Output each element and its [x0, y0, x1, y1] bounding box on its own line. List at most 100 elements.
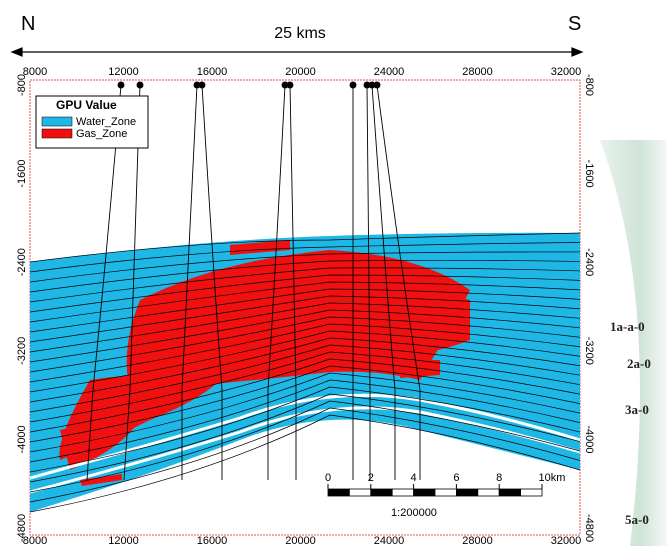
well-path	[366, 84, 371, 480]
layer-lines	[30, 232, 580, 513]
scale-segment	[327, 488, 350, 497]
layer-line	[30, 232, 580, 263]
y-tick-label-left: -4000	[16, 425, 28, 453]
section	[30, 81, 580, 513]
legend-item: Water_Zone	[76, 116, 136, 128]
scale-tick-label: 10km	[539, 472, 566, 484]
scale-tick-label: 6	[453, 472, 459, 484]
y-tick-label-right: -3200	[583, 337, 595, 365]
layer-line	[30, 251, 580, 283]
scale-segment	[434, 488, 457, 497]
layer-line	[30, 316, 580, 373]
distance-arrow	[10, 47, 584, 57]
layer-line	[30, 323, 580, 383]
x-tick-label-top: 20000	[285, 66, 316, 78]
layer-line	[30, 386, 580, 473]
x-tick-label-top: 8000	[23, 66, 47, 78]
layer-line	[30, 351, 580, 423]
well-head	[286, 81, 294, 89]
scale-segment	[455, 488, 479, 497]
layer-line	[30, 242, 580, 273]
well-head	[198, 81, 206, 89]
scale-segment	[498, 488, 522, 497]
legend: GPU Value Water_Zone Gas_Zone	[35, 95, 149, 149]
layer-line	[30, 302, 580, 353]
scale-tick-label: 4	[411, 472, 417, 484]
scale-ratio: 1:200000	[391, 507, 437, 519]
x-tick-label-top: 24000	[374, 66, 405, 78]
well-path	[371, 84, 396, 480]
scale-segment	[391, 488, 415, 497]
y-tick-label-left: -2400	[16, 248, 28, 276]
side-label: 3a-0	[625, 402, 649, 417]
legend-title: GPU Value	[56, 98, 117, 112]
x-tick-label-bottom: 8000	[23, 535, 47, 546]
y-tick-label-right: -2400	[583, 248, 595, 276]
axis-ticks: 8000800012000120001600016000200002000024…	[16, 66, 595, 546]
layer-line	[30, 379, 580, 463]
legend-swatch	[41, 116, 73, 127]
scale-tick-label: 2	[368, 472, 374, 484]
layer-line	[30, 267, 580, 303]
layer-line	[30, 330, 580, 393]
scale-segment	[413, 488, 436, 497]
north-label: N	[21, 13, 35, 35]
well-head	[136, 81, 144, 89]
well-path	[289, 84, 297, 480]
x-tick-label-top: 16000	[197, 66, 228, 78]
y-tick-label-right: -4000	[583, 425, 595, 453]
layer-line	[30, 358, 580, 433]
scale-tick-label: 0	[325, 472, 331, 484]
x-tick-label-bottom: 20000	[285, 535, 316, 546]
layer-line	[30, 400, 580, 493]
y-tick-label-right: -4800	[583, 514, 595, 542]
y-tick-label-right: -800	[583, 74, 595, 96]
side-label: 1a-a-0	[610, 319, 645, 334]
layer-line	[30, 365, 580, 443]
layer-line	[30, 288, 580, 333]
side-labels: 1a-a-0 2a-0 3a-0 5a-0	[610, 319, 651, 527]
well-path	[267, 84, 286, 480]
layer-line	[30, 337, 580, 403]
south-label: S	[568, 13, 581, 35]
y-tick-label-right: -1600	[583, 160, 595, 188]
x-tick-label-bottom: 32000	[551, 535, 582, 546]
background-shape	[600, 140, 667, 546]
layer-line	[30, 393, 580, 483]
layer-line	[30, 295, 580, 343]
layer-line	[30, 281, 580, 323]
layer-line	[30, 407, 580, 503]
scale-bar: 0 2 4 6 8 10km	[325, 472, 566, 497]
well-head	[373, 81, 381, 89]
legend-item: Gas_Zone	[76, 128, 127, 140]
x-tick-label-bottom: 12000	[108, 535, 139, 546]
y-tick-label-left: -3200	[16, 337, 28, 365]
y-tick-label-left: -1600	[16, 160, 28, 188]
well-head	[349, 81, 357, 89]
scale-segment	[520, 488, 543, 497]
well-path	[181, 84, 198, 480]
side-label: 5a-0	[625, 512, 649, 527]
layer-line	[30, 274, 580, 313]
scale-tick-label: 8	[496, 472, 502, 484]
x-tick-label-top: 12000	[108, 66, 139, 78]
x-tick-label-bottom: 16000	[197, 535, 228, 546]
well-path	[376, 84, 421, 480]
layer-line	[30, 309, 580, 363]
well-head	[117, 81, 125, 89]
x-tick-label-bottom: 28000	[462, 535, 493, 546]
legend-swatch	[41, 128, 73, 139]
layer-line	[30, 344, 580, 413]
scale-segment	[348, 488, 372, 497]
layer-line	[30, 259, 580, 293]
y-tick-label-left: -4800	[16, 514, 28, 542]
y-tick-label-left: -800	[16, 74, 28, 96]
scale-segment	[370, 488, 393, 497]
white-layers	[30, 393, 580, 494]
x-tick-label-bottom: 24000	[374, 535, 405, 546]
distance-label: 25 kms	[274, 25, 326, 42]
x-tick-label-top: 28000	[462, 66, 493, 78]
scale-segment	[477, 488, 500, 497]
